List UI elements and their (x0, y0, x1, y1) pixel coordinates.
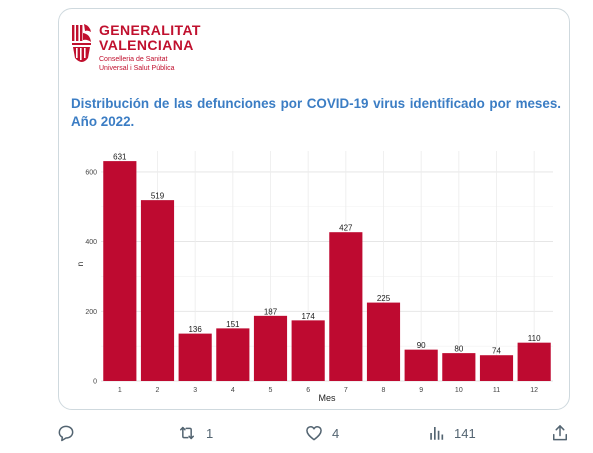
x-tick-label: 11 (493, 387, 500, 394)
views-icon (430, 427, 444, 440)
x-tick-label: 2 (156, 387, 160, 394)
bar-value-label: 187 (264, 307, 278, 316)
bar-value-label: 74 (492, 347, 501, 356)
bar-value-label: 151 (226, 320, 240, 329)
bar (216, 328, 250, 381)
x-tick-label: 4 (231, 387, 235, 394)
bar-value-label: 174 (301, 312, 315, 321)
bar-value-label: 110 (528, 334, 541, 343)
bar-value-label: 519 (151, 192, 165, 201)
y-tick-label: 0 (93, 379, 97, 386)
bar (253, 315, 288, 381)
x-tick-label: 1 (118, 387, 122, 394)
bar-value-label: 427 (339, 224, 353, 233)
bar (103, 161, 137, 381)
x-axis-ticks: 1 2 3 4 5 6 7 8 9 10 11 12 (118, 387, 538, 394)
like-button[interactable]: 4 (304, 418, 339, 448)
x-axis-label: Mes (318, 393, 336, 403)
share-button[interactable] (550, 418, 570, 448)
bar (517, 342, 551, 381)
y-axis-ticks: 0 200 400 600 (85, 169, 97, 385)
bar-value-label: 631 (113, 153, 127, 162)
bar (291, 320, 325, 381)
x-tick-label: 7 (344, 387, 348, 394)
y-axis-label: n (76, 262, 85, 266)
chart-title: Distribución de las defunciones por COVI… (71, 96, 561, 129)
x-tick-label: 3 (193, 387, 197, 394)
tweet-media-card[interactable]: GENERALITAT VALENCIANA Conselleria de Sa… (58, 8, 570, 410)
reply-icon (58, 425, 74, 442)
plot-area (101, 151, 553, 381)
x-tick-label: 5 (269, 387, 273, 394)
bar (178, 333, 212, 381)
bar (366, 302, 401, 381)
bar-value-label: 90 (417, 341, 426, 350)
bar (140, 200, 175, 381)
x-tick-label: 8 (382, 387, 386, 394)
y-tick-label: 200 (85, 309, 97, 316)
tweet-action-bar: 1 4 141 (0, 418, 593, 448)
generalitat-emblem-icon (72, 24, 91, 62)
like-icon (306, 426, 322, 441)
logo-subtitle: Conselleria de Sanitat Universal i Salut… (99, 56, 175, 72)
like-count: 4 (332, 425, 340, 441)
generalitat-logo: GENERALITAT VALENCIANA Conselleria de Sa… (71, 22, 271, 86)
bar (479, 355, 514, 381)
y-tick-label: 600 (85, 169, 97, 176)
value-labels: 631 519 136 151 187 174 427 225 90 80 74 110 (113, 153, 541, 356)
bar (442, 353, 476, 381)
retweet-count: 1 (206, 425, 214, 441)
bar (404, 349, 438, 381)
bar (329, 232, 363, 381)
x-tick-label: 10 (455, 387, 463, 394)
retweet-button[interactable]: 1 (176, 418, 213, 448)
x-tick-label: 9 (419, 387, 423, 394)
logo-name: GENERALITAT VALENCIANA (99, 22, 201, 53)
y-tick-label: 400 (85, 239, 97, 246)
views-button[interactable]: 141 (428, 418, 476, 448)
bar-value-label: 136 (188, 325, 202, 334)
retweet-icon (180, 426, 194, 440)
share-icon (553, 425, 567, 441)
bar-value-label: 225 (377, 294, 391, 303)
views-count: 141 (454, 425, 476, 441)
x-tick-label: 6 (306, 387, 310, 394)
x-tick-label: 12 (530, 387, 538, 394)
bars (103, 161, 551, 381)
bar-value-label: 80 (454, 345, 463, 354)
reply-button[interactable] (56, 418, 84, 448)
